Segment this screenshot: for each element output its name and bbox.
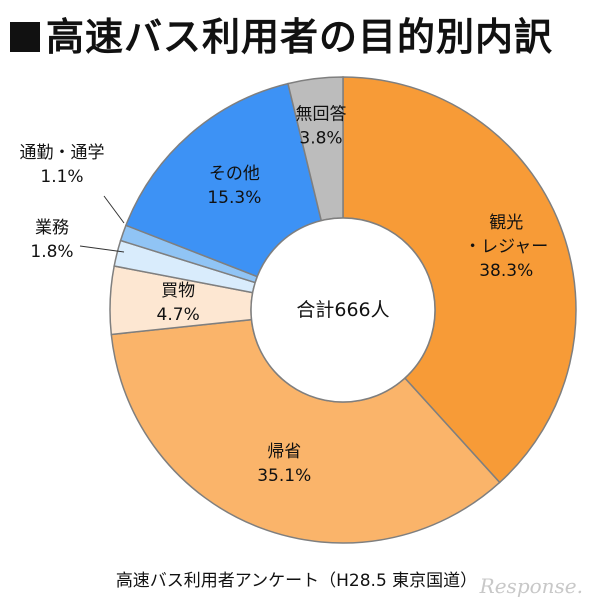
slice-value-label-4: 1.1%: [40, 167, 83, 187]
slice-value-label-3: 1.8%: [30, 242, 73, 262]
donut-hole: [250, 217, 436, 403]
slice-group: [109, 76, 577, 544]
slice-value-label-1: 35.1%: [257, 466, 311, 486]
slice-name-label-0: ・レジャー: [464, 237, 548, 257]
slice-value-label-0: 38.3%: [479, 261, 533, 281]
slice-name-label-2: 買物: [161, 281, 195, 301]
chart-title: 高速バス利用者の目的別内訳: [10, 6, 553, 61]
leader-line-group: [79, 195, 125, 253]
slice-name-label-0: 観光: [489, 213, 523, 233]
slice-name-label-4: 通勤・通学: [20, 143, 105, 163]
slice-name-label-1: 帰省: [267, 442, 301, 462]
slice-value-label-6: 3.8%: [299, 128, 342, 148]
source-caption: 高速バス利用者アンケート（H28.5 東京国道）: [115, 571, 478, 591]
watermark-logo: Response.: [479, 574, 583, 598]
slice-value-label-2: 4.7%: [157, 305, 200, 325]
slice-label-group: 観光・レジャー 38.3% 帰省 35.1% 買物 4.7% 業務 1.8% 通勤・通学 1.1%…: [20, 104, 549, 486]
chart-title-text: 高速バス利用者の目的別内訳: [46, 15, 554, 59]
slice-name-label-6: 無回答: [295, 104, 346, 124]
slice-name-label-3: 業務: [35, 218, 69, 238]
center-total-label: 合計666人: [296, 299, 389, 321]
leader-line-3: [79, 245, 125, 253]
slice-name-label-5: その他: [209, 164, 260, 184]
title-square-icon: [10, 22, 40, 52]
slice-value-label-5: 15.3%: [207, 188, 261, 208]
leader-line-4: [103, 195, 125, 224]
